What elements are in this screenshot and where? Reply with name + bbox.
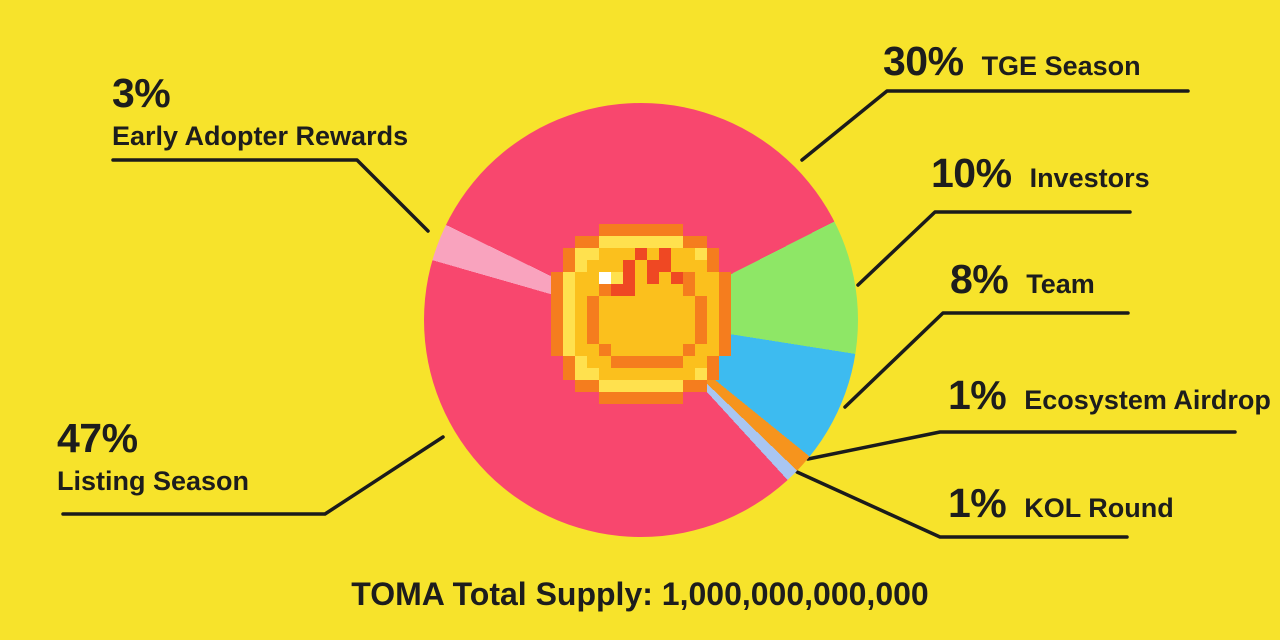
name-team: Team [1026,269,1095,299]
pct-kol-round: 1% [948,480,1007,526]
label-kol-round: 1% KOL Round [948,483,1174,524]
label-ecosystem-airdrop: 1% Ecosystem Airdrop [948,375,1271,416]
label-team: 8% Team [950,259,1095,300]
name-kol-round: KOL Round [1024,493,1174,523]
name-tge-season: TGE Season [981,51,1141,81]
toma-coin-icon [551,224,731,404]
total-supply-text: TOMA Total Supply: 1,000,000,000,000 [351,576,929,612]
leader-line-ecosystem-airdrop [806,430,1237,461]
pct-tge-season: 30% [883,38,964,84]
pct-listing-season: 47% [57,415,138,461]
name-listing-season: Listing Season [57,466,250,496]
label-tge-season: 30% TGE Season [883,41,1141,82]
label-early-adopter-rewards: 3% Early Adopter Rewards [112,73,408,150]
pct-ecosystem-airdrop: 1% [948,372,1007,418]
name-ecosystem-airdrop: Ecosystem Airdrop [1024,385,1271,415]
pct-investors: 10% [931,150,1012,196]
label-listing-season: 47% Listing Season [57,418,249,495]
label-investors: 10% Investors [931,153,1150,194]
pct-team: 8% [950,256,1009,302]
leader-line-early-adopter-rewards [111,158,430,233]
name-investors: Investors [1029,163,1150,193]
pct-early-adopter-rewards: 3% [112,70,171,116]
name-early-adopter-rewards: Early Adopter Rewards [112,121,409,151]
